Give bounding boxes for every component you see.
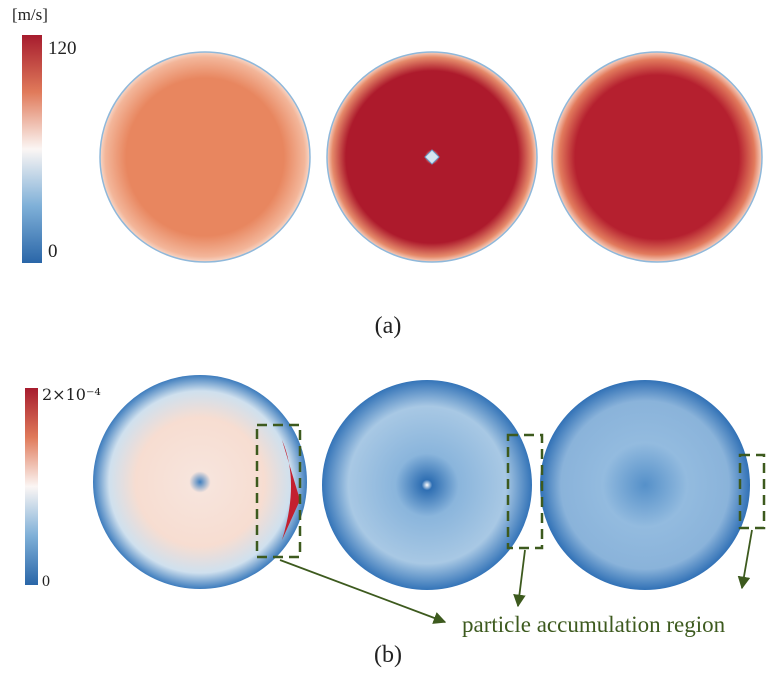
contour-plot bbox=[99, 51, 311, 263]
contour-plot bbox=[540, 380, 750, 590]
colorbar-label: 0 bbox=[42, 573, 50, 590]
region-boxes bbox=[255, 423, 766, 559]
caption: (a) bbox=[375, 313, 402, 339]
dashed-box bbox=[506, 433, 544, 550]
arrow bbox=[279, 559, 447, 624]
colorbar-unit: [m/s] bbox=[12, 5, 48, 24]
colorbar-label: 120 bbox=[48, 38, 77, 59]
arrows bbox=[279, 529, 753, 624]
annotation: particle accumulation region bbox=[462, 612, 726, 637]
contour-plot bbox=[322, 380, 532, 590]
hotspot bbox=[282, 440, 300, 540]
contour-plot bbox=[551, 51, 763, 263]
contour-plot bbox=[93, 375, 307, 589]
colorbar bbox=[22, 35, 42, 263]
dashed-box bbox=[255, 423, 302, 559]
arrow bbox=[513, 549, 526, 608]
colorbar-label: 0 bbox=[48, 241, 58, 262]
arrow bbox=[737, 529, 753, 590]
colorbar bbox=[25, 388, 38, 585]
outlet bbox=[424, 149, 440, 165]
colorbar-label: 2×10⁻⁴ bbox=[42, 385, 101, 404]
caption: (b) bbox=[374, 642, 402, 668]
